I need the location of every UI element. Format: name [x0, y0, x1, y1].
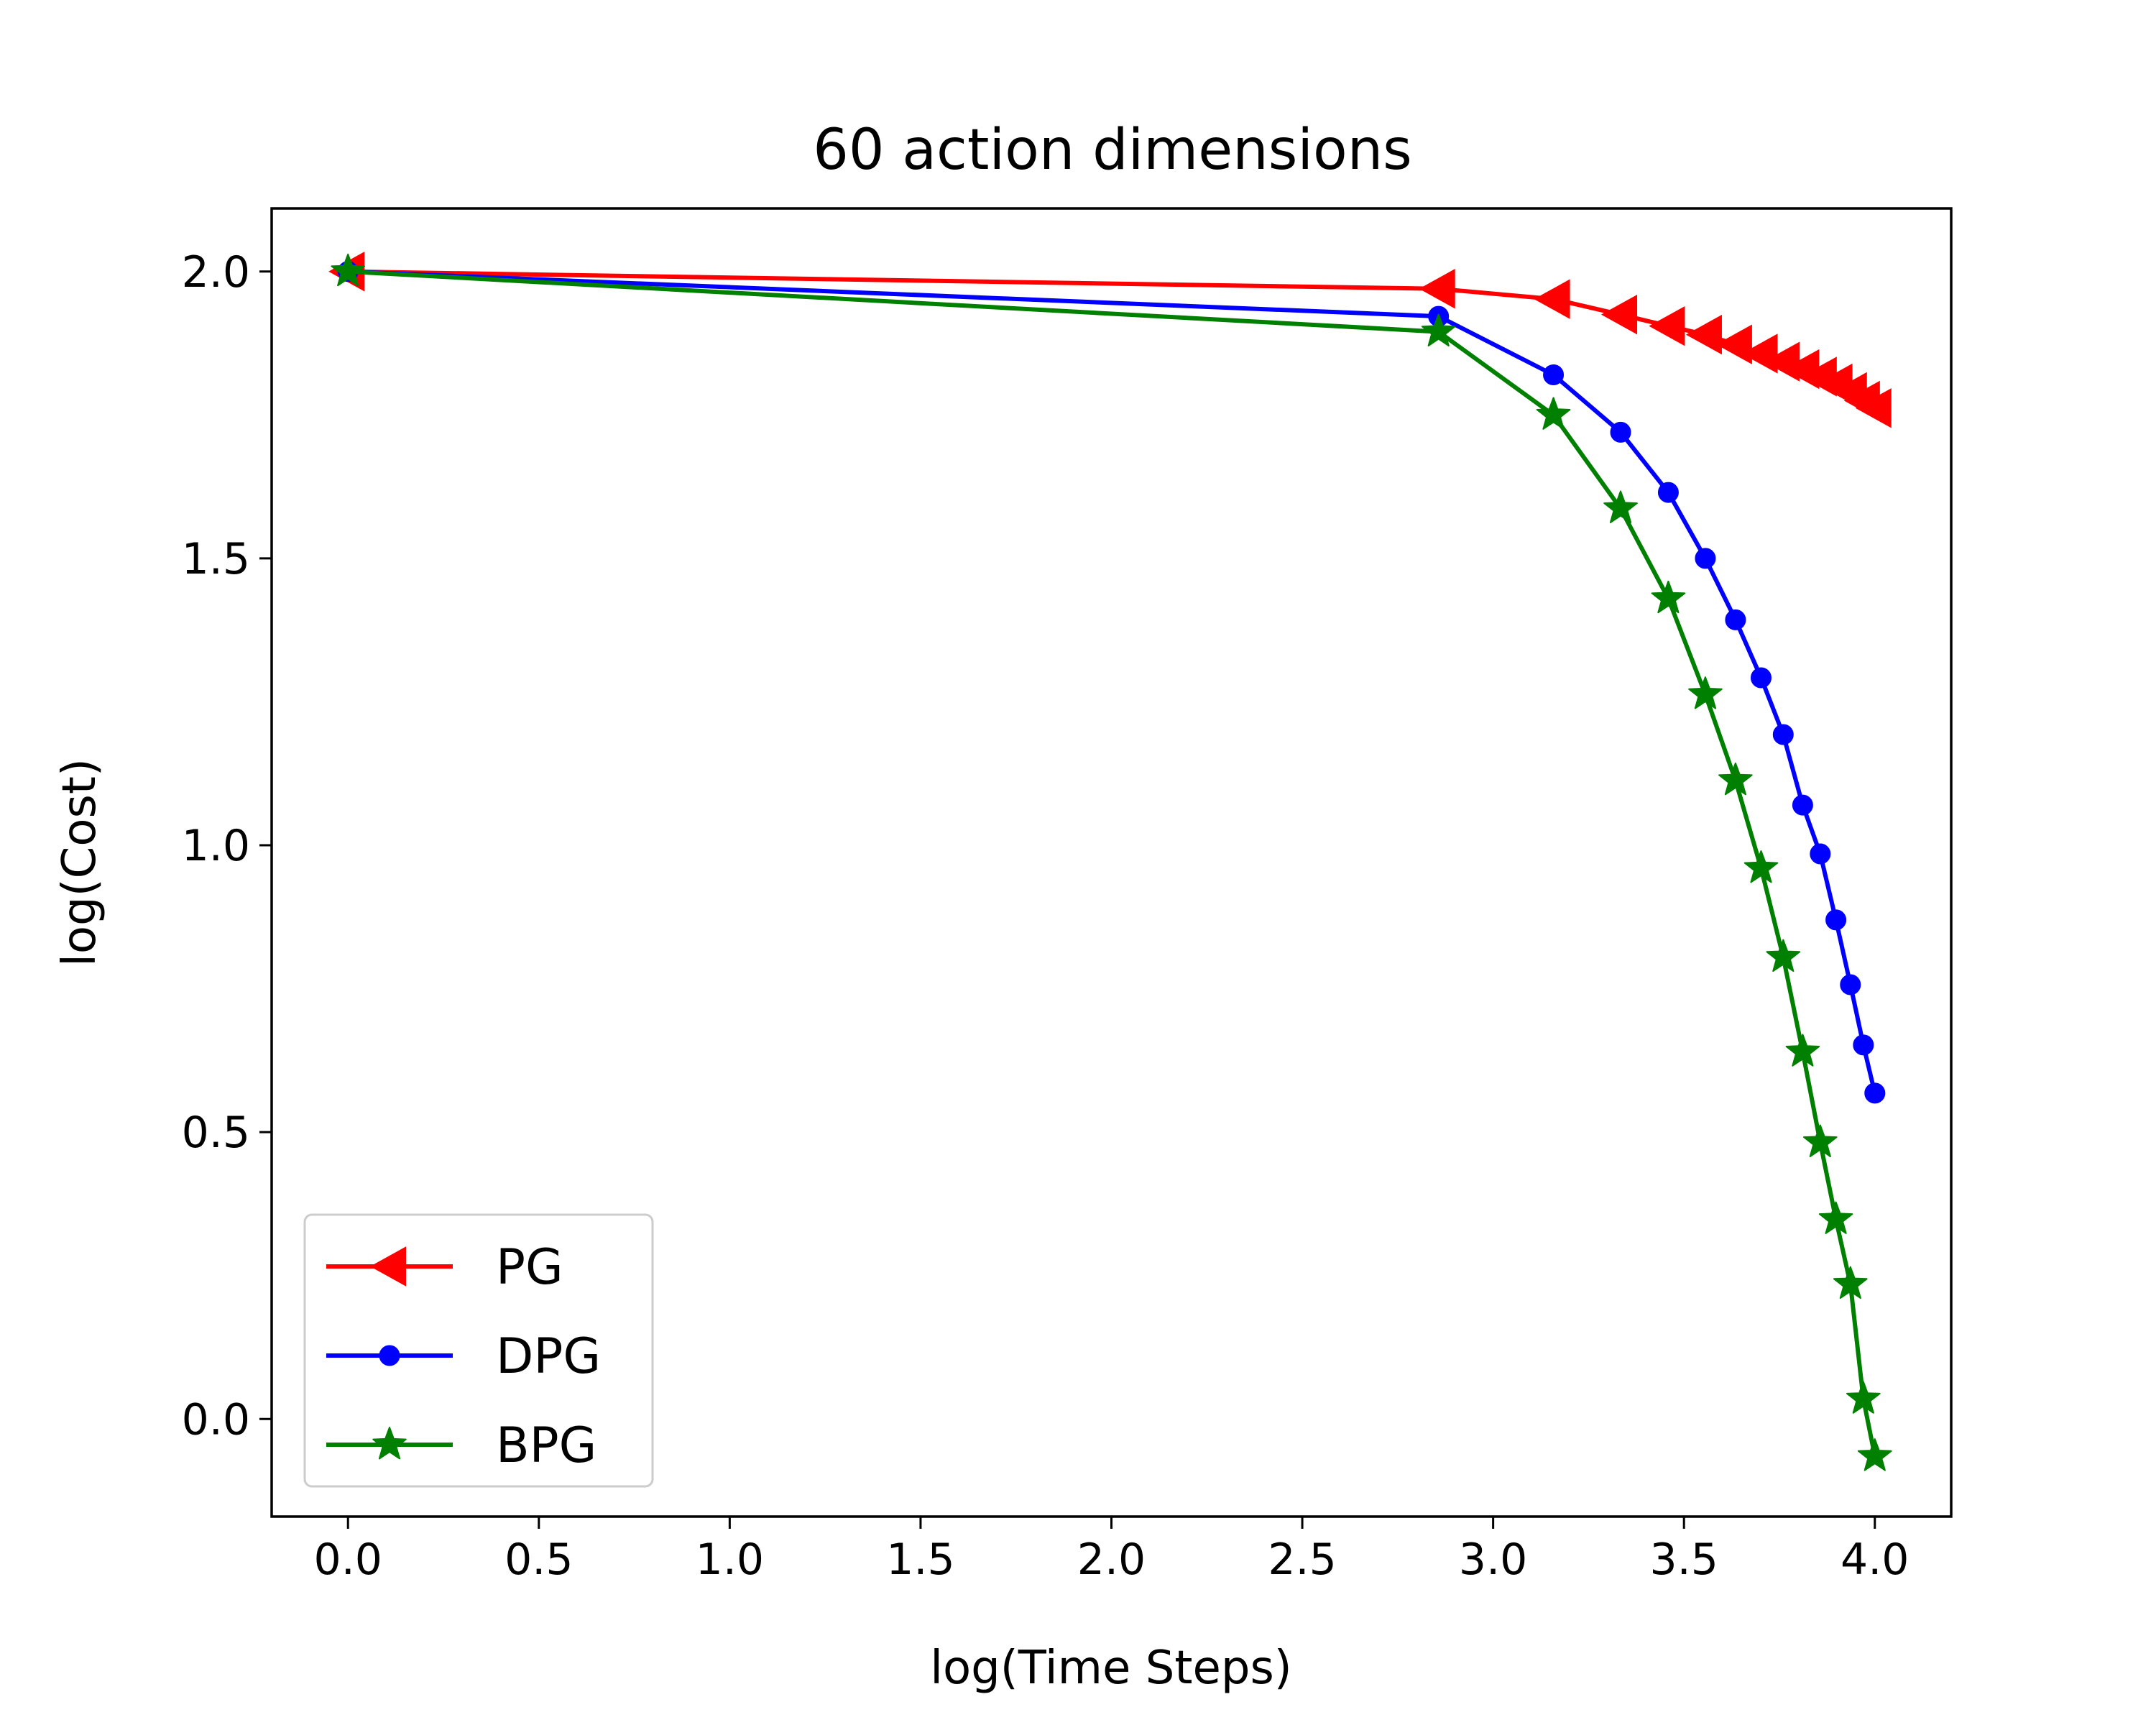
data-point-bpg — [1651, 580, 1686, 614]
data-point-bpg — [331, 253, 366, 287]
data-point-dpg — [1864, 1082, 1886, 1104]
plot-area — [328, 252, 1892, 1471]
data-point-dpg — [1750, 667, 1772, 689]
data-point-bpg — [1421, 313, 1456, 346]
data-point-bpg — [1803, 1124, 1838, 1157]
data-point-bpg — [1718, 762, 1753, 796]
legend-marker-pg — [369, 1246, 406, 1287]
plot-frame — [270, 207, 1953, 1518]
data-point-dpg — [1610, 421, 1631, 443]
x-tick-label: 0.5 — [505, 1535, 573, 1585]
legend-marker-dpg — [379, 1345, 400, 1366]
legend-marker-bpg — [372, 1427, 407, 1460]
series-bpg — [331, 253, 1892, 1471]
data-point-pg — [1534, 279, 1570, 319]
data-point-bpg — [1536, 397, 1571, 430]
legend-label-pg: PG — [496, 1239, 563, 1296]
x-tick-label: 2.5 — [1268, 1535, 1336, 1585]
x-tick-label: 0.0 — [314, 1535, 382, 1585]
data-point-pg — [1649, 305, 1685, 346]
x-tick-label: 1.0 — [696, 1535, 764, 1585]
data-point-pg — [1855, 388, 1892, 428]
legend-entry-bpg: BPG — [326, 1417, 596, 1474]
data-point-bpg — [1833, 1266, 1868, 1300]
x-tick-label: 4.0 — [1841, 1535, 1909, 1585]
y-tick-label: 1.5 — [182, 534, 250, 584]
series-dpg — [337, 261, 1886, 1104]
x-tick-label: 1.5 — [886, 1535, 954, 1585]
x-axis-ticks: 0.0 0.5 1.0 1.5 2.0 2.5 3.0 3.5 4.0 — [314, 1517, 1909, 1585]
x-axis-label: log(Time Steps) — [930, 1642, 1292, 1695]
y-axis-ticks: 0.0 0.5 1.0 1.5 2.0 — [182, 247, 272, 1445]
data-point-dpg — [1725, 609, 1746, 630]
data-point-dpg — [1825, 909, 1847, 931]
chart-title: 60 action dimensions — [813, 118, 1412, 183]
data-point-bpg — [1785, 1034, 1820, 1067]
y-tick-label: 1.0 — [182, 821, 250, 871]
legend: PG DPG BPG — [303, 1213, 654, 1488]
legend-label-dpg: DPG — [496, 1328, 601, 1385]
y-tick-label: 0.5 — [182, 1108, 250, 1158]
legend-entry-dpg: DPG — [326, 1328, 601, 1385]
data-point-bpg — [1818, 1201, 1853, 1234]
data-point-dpg — [1543, 364, 1565, 385]
data-point-bpg — [1766, 939, 1801, 972]
data-point-dpg — [1840, 974, 1861, 995]
data-point-dpg — [1810, 843, 1831, 865]
data-point-bpg — [1846, 1381, 1881, 1414]
data-point-bpg — [1857, 1438, 1892, 1471]
y-tick-label: 0.0 — [182, 1394, 250, 1445]
data-point-pg — [1685, 314, 1722, 355]
data-point-bpg — [1603, 490, 1638, 523]
x-tick-label: 2.0 — [1077, 1535, 1146, 1585]
x-tick-label: 3.0 — [1459, 1535, 1527, 1585]
data-point-bpg — [1688, 676, 1723, 709]
data-point-dpg — [1695, 548, 1716, 569]
y-tick-label: 2.0 — [182, 247, 250, 298]
y-axis-label: log(Cost) — [53, 758, 106, 967]
data-point-dpg — [1792, 794, 1813, 816]
legend-entry-pg: PG — [326, 1239, 563, 1296]
legend-box — [303, 1213, 654, 1488]
data-point-dpg — [1657, 482, 1679, 503]
data-point-pg — [1600, 294, 1638, 335]
data-point-pg — [1419, 269, 1455, 309]
data-point-dpg — [1772, 724, 1794, 745]
x-tick-label: 3.5 — [1649, 1535, 1718, 1585]
data-point-dpg — [1853, 1034, 1874, 1056]
data-point-bpg — [1743, 850, 1779, 883]
legend-label-bpg: BPG — [496, 1417, 596, 1474]
